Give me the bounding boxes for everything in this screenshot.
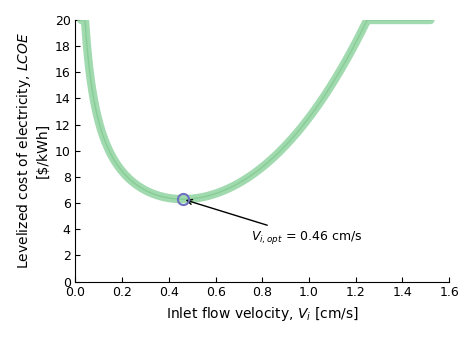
Text: $V_{i,opt}$ = 0.46 cm/s: $V_{i,opt}$ = 0.46 cm/s <box>187 199 362 246</box>
X-axis label: Inlet flow velocity, $V_i$ [cm/s]: Inlet flow velocity, $V_i$ [cm/s] <box>166 305 359 323</box>
Y-axis label: Levelized cost of electricity, $LCOE$
[\$/kWh]: Levelized cost of electricity, $LCOE$ [\… <box>15 32 49 269</box>
